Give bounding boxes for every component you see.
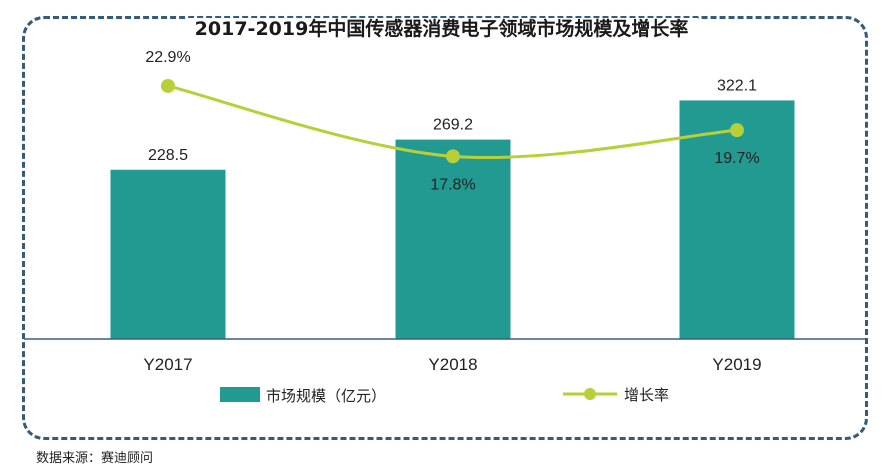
x-tick-label: Y2018 [428, 355, 477, 374]
bar-y2018 [395, 139, 511, 339]
bar-value-label: 228.5 [148, 147, 188, 164]
legend-label-line: 增长率 [624, 386, 669, 404]
bar-value-label: 269.2 [433, 117, 473, 134]
x-tick-label: Y2019 [712, 355, 761, 374]
growth-point [161, 78, 175, 93]
legend-label-bar: 市场规模（亿元） [266, 387, 386, 405]
growth-value-label: 17.8% [430, 176, 475, 193]
chart-title: 2017-2019年中国传感器消费电子领域市场规模及增长率 [0, 14, 883, 41]
growth-value-label: 22.9% [145, 49, 190, 66]
legend: 市场规模（亿元） 增长率 [220, 386, 669, 405]
growth-value-label: 19.7% [714, 150, 759, 167]
growth-point [730, 123, 744, 138]
growth-point [446, 149, 460, 164]
chart-frame [22, 16, 868, 440]
legend-swatch-point [584, 388, 596, 400]
legend-swatch-bar [220, 387, 260, 402]
bar-y2017 [110, 169, 226, 339]
bar-y2019 [679, 100, 795, 339]
x-tick-label: Y2017 [143, 355, 192, 374]
source-note: 数据来源：赛迪顾问 [36, 451, 154, 466]
bar-value-label: 322.1 [717, 77, 757, 94]
